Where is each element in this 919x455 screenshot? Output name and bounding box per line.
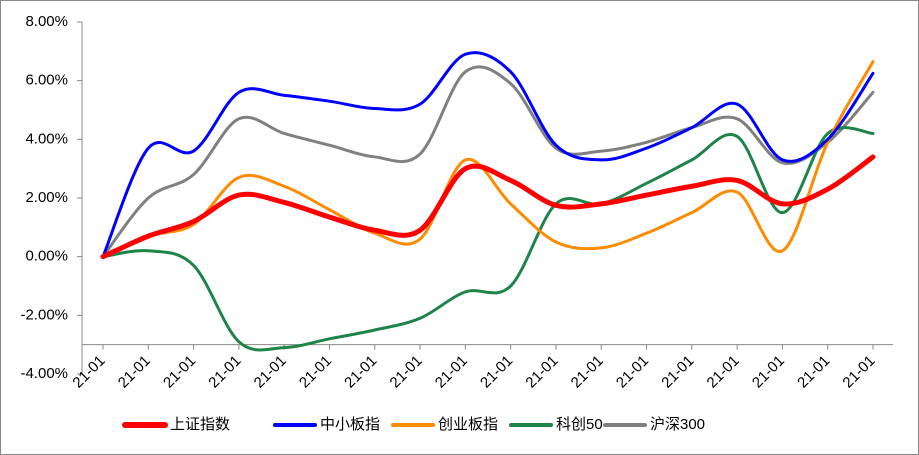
legend-label: 沪深300 bbox=[650, 416, 705, 433]
series-line bbox=[101, 60, 875, 259]
y-tick-label: -4.00% bbox=[20, 365, 68, 382]
legend-label: 中小板指 bbox=[320, 415, 380, 433]
legend-label: 上证指数 bbox=[170, 416, 230, 433]
series-line bbox=[100, 154, 876, 260]
legend-label: 创业板指 bbox=[438, 415, 498, 433]
y-tick-label: 6.00% bbox=[25, 72, 68, 89]
legend-label: 科创50 bbox=[556, 416, 603, 433]
y-tick-label: -2.00% bbox=[20, 306, 68, 323]
series-line bbox=[101, 51, 875, 259]
series-line bbox=[101, 126, 875, 352]
y-tick-label: 8.00% bbox=[25, 13, 68, 30]
y-tick-label: 2.00% bbox=[25, 189, 68, 206]
y-tick-label: 0.00% bbox=[25, 248, 68, 265]
series-line bbox=[101, 65, 875, 259]
y-tick-label: 4.00% bbox=[25, 130, 68, 147]
